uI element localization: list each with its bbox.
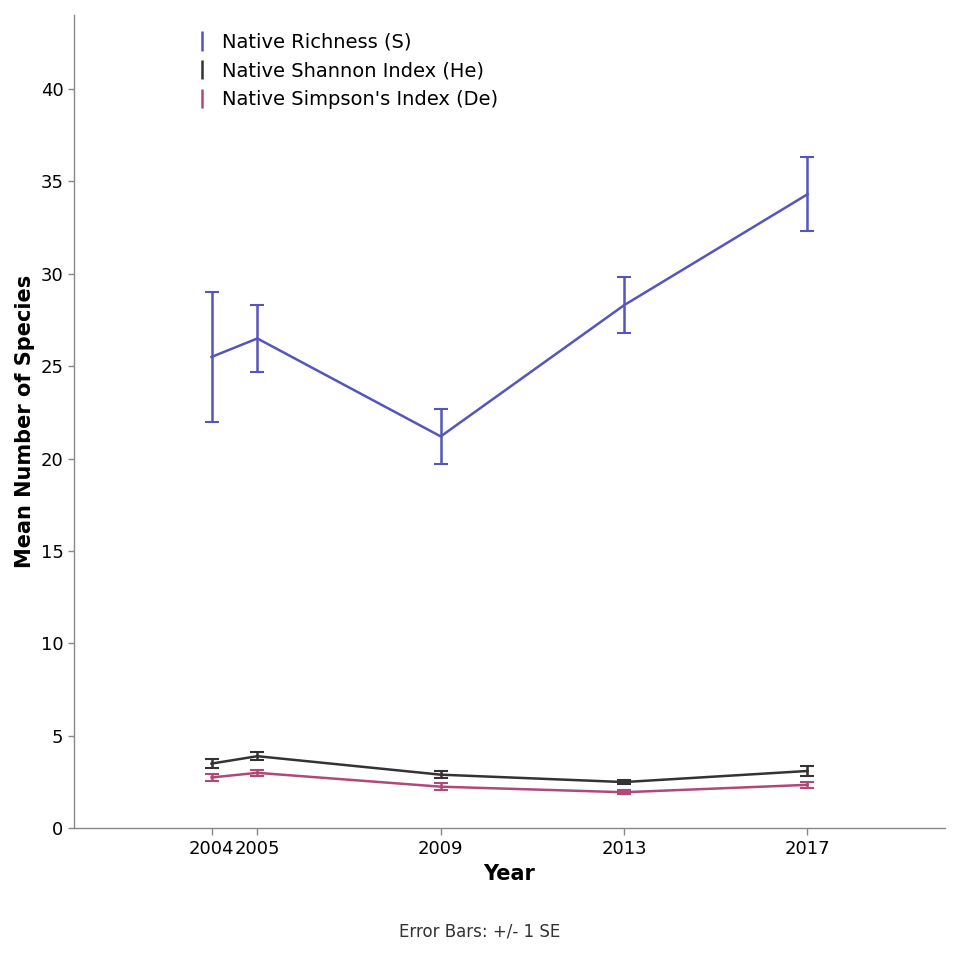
X-axis label: Year: Year (484, 863, 536, 883)
Text: Error Bars: +/- 1 SE: Error Bars: +/- 1 SE (399, 923, 561, 941)
Legend: Native Richness (S), Native Shannon Index (He), Native Simpson's Index (De): Native Richness (S), Native Shannon Inde… (197, 33, 498, 109)
Y-axis label: Mean Number of Species: Mean Number of Species (15, 275, 35, 568)
